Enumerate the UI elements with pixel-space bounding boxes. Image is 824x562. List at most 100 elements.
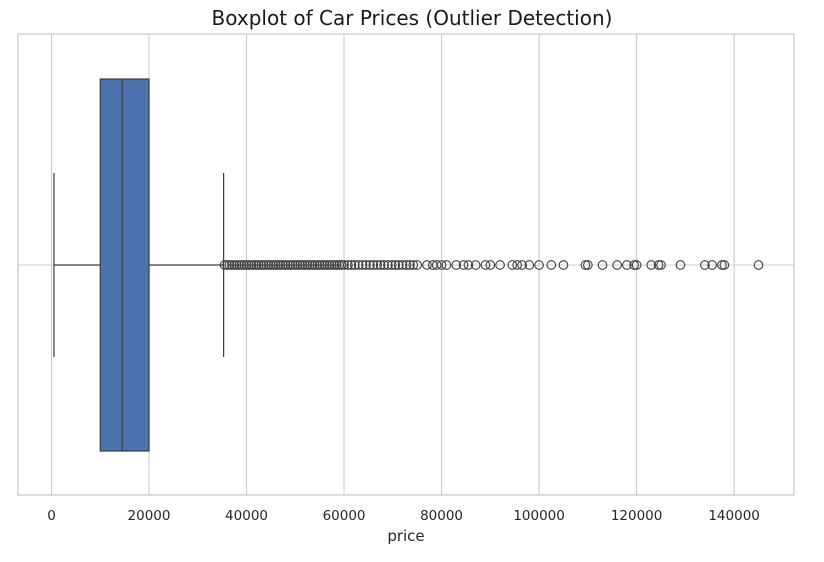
outlier-point (546, 260, 557, 270)
outlier-point (646, 260, 657, 270)
outlier-point (268, 260, 279, 270)
outlier-point (436, 260, 447, 270)
x-tick-label: 80000 (420, 508, 463, 524)
outlier-point (401, 260, 412, 270)
outlier-point (292, 260, 303, 270)
outlier-point (375, 260, 386, 270)
outlier-point (397, 260, 408, 270)
outlier-point (285, 260, 296, 270)
outlier-point (507, 260, 518, 270)
outlier-point (234, 260, 245, 270)
outlier-point (512, 260, 522, 270)
outlier-point (408, 260, 419, 270)
outlier-point (412, 260, 423, 270)
outlier-point (393, 260, 404, 270)
x-tick-label: 140000 (708, 508, 760, 524)
outlier-point (517, 260, 527, 270)
x-tick-label: 0 (47, 508, 56, 524)
x-axis-label: price (387, 527, 424, 545)
outlier-point (241, 260, 252, 270)
outlier-point (441, 260, 452, 270)
outlier-point (719, 260, 730, 270)
x-tick-label: 120000 (611, 508, 663, 524)
outlier-point (227, 260, 237, 270)
outlier-point (297, 260, 308, 270)
outlier-point (386, 260, 397, 270)
outlier-point (629, 260, 640, 270)
outlier-point (534, 260, 544, 270)
outlier-point (558, 260, 569, 270)
outlier-point (379, 260, 389, 270)
outlier-point (317, 260, 327, 270)
outlier-points (219, 260, 764, 270)
outlier-point (480, 260, 491, 270)
outlier-point (253, 260, 264, 270)
outlier-point (309, 260, 320, 270)
outlier-point (295, 260, 306, 270)
outlier-point (329, 260, 340, 270)
outlier-point (331, 260, 342, 270)
outlier-point (700, 260, 710, 270)
chart-title: Boxplot of Car Prices (Outlier Detection… (211, 6, 613, 30)
outlier-point (307, 260, 318, 270)
outlier-point (224, 260, 235, 270)
outlier-point (275, 260, 286, 270)
outlier-point (327, 260, 337, 270)
outlier-point (631, 260, 642, 270)
outlier-point (653, 260, 664, 270)
outlier-point (229, 260, 240, 270)
outlier-point (244, 260, 254, 270)
x-tick-label: 20000 (128, 508, 171, 524)
outlier-point (353, 260, 364, 270)
outlier-point (280, 260, 291, 270)
outlier-point (582, 260, 593, 270)
outlier-point (458, 260, 469, 270)
outlier-point (597, 260, 608, 270)
outlier-point (314, 260, 325, 270)
outlier-point (288, 260, 298, 270)
outlier-point (261, 260, 271, 270)
outlier-point (239, 260, 249, 270)
outlier-point (273, 260, 284, 270)
outlier-point (263, 260, 274, 270)
outlier-point (302, 260, 313, 270)
outlier-point (236, 260, 247, 270)
outlier-point (383, 260, 393, 270)
x-tick-label: 60000 (323, 508, 366, 524)
outlier-point (231, 260, 242, 270)
outlier-point (365, 260, 375, 270)
outlier-point (361, 260, 371, 270)
outlier-point (612, 260, 622, 270)
outlier-point (495, 260, 505, 270)
outlier-point (707, 260, 718, 270)
outlier-point (622, 260, 632, 270)
outlier-point (753, 260, 764, 270)
box-group (53, 78, 225, 452)
plot-frame (17, 33, 795, 496)
outlier-point (372, 260, 383, 270)
outlier-point (270, 260, 281, 270)
outlier-point (248, 260, 259, 270)
outlier-point (305, 260, 315, 270)
outlier-point (470, 260, 481, 270)
outlier-point (357, 260, 368, 270)
outlier-point (485, 260, 496, 270)
outlier-point (322, 260, 332, 270)
x-tick-label: 100000 (513, 508, 565, 524)
outlier-point (463, 260, 474, 270)
outlier-point (431, 260, 442, 270)
outlier-point (336, 260, 347, 270)
outlier-point (524, 260, 535, 270)
outlier-point (219, 260, 230, 270)
outlier-point (580, 260, 591, 270)
outlier-point (422, 260, 432, 270)
outlier-point (256, 260, 267, 270)
outlier-point (346, 260, 357, 270)
outlier-point (349, 260, 360, 270)
outlier-point (339, 260, 349, 270)
outlier-point (283, 260, 293, 270)
outlier-point (368, 260, 379, 270)
outlier-point (390, 260, 401, 270)
outlier-point (251, 260, 262, 270)
